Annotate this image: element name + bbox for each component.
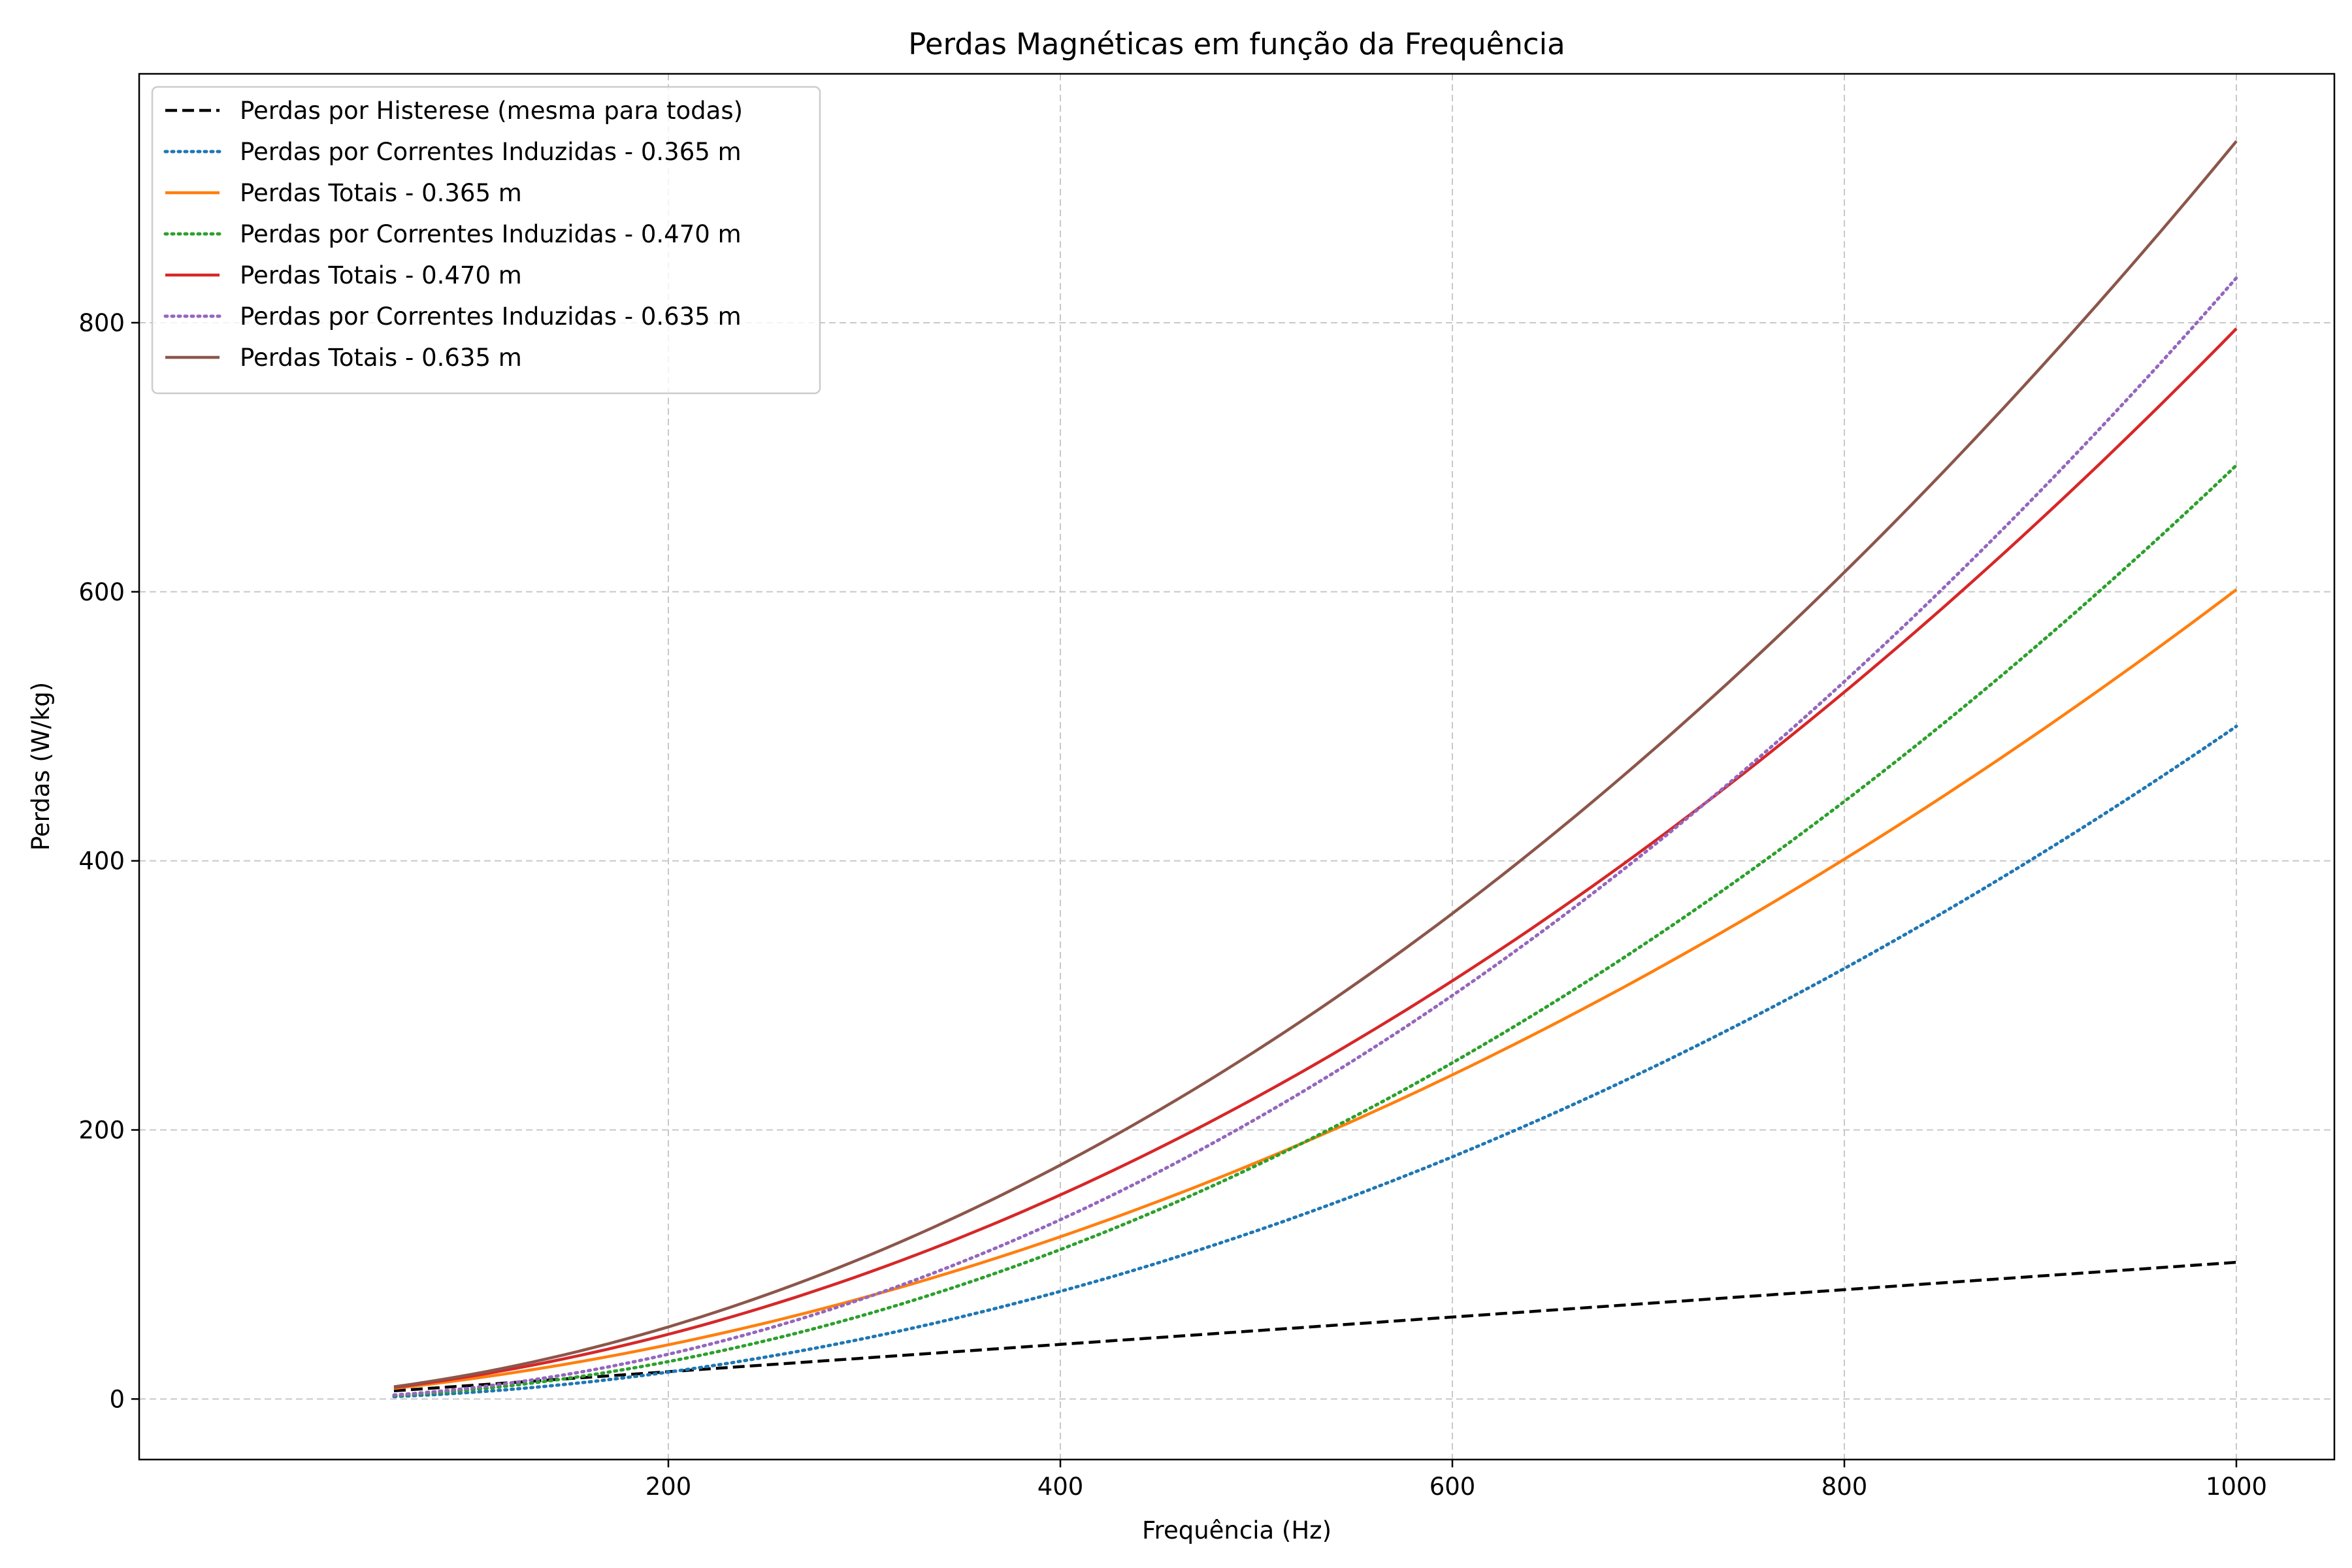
plot-lines xyxy=(392,140,2238,1399)
plot-frame xyxy=(138,73,2336,1461)
y-tick-label: 0 xyxy=(109,1385,125,1413)
x-tick-label: 800 xyxy=(1821,1473,1868,1501)
series-line-2 xyxy=(392,725,2238,1399)
x-tick-label: 1000 xyxy=(2206,1473,2267,1501)
legend-label-1: Perdas por Histerese (mesma para todas) xyxy=(240,97,743,125)
series-line-4 xyxy=(392,463,2238,1397)
legend: Perdas por Histerese (mesma para todas) P… xyxy=(151,86,821,395)
y-axis-label: Perdas (W/kg) xyxy=(27,682,55,851)
series-line-7 xyxy=(393,140,2238,1388)
x-axis-label: Frequência (Hz) xyxy=(1142,1516,1331,1544)
series-line-6 xyxy=(392,276,2238,1397)
y-tick-label: 400 xyxy=(78,847,125,875)
series-line-1 xyxy=(393,1260,2237,1393)
legend-label-7: Perdas Totais - 0.635 m xyxy=(240,344,522,372)
chart-title: Perdas Magnéticas em função da Frequênci… xyxy=(908,27,1565,61)
legend-label-5: Perdas Totais - 0.470 m xyxy=(240,261,522,289)
x-axis: 200 400 600 800 1000 xyxy=(645,1460,2267,1501)
x-tick-label: 400 xyxy=(1037,1473,1084,1501)
grid xyxy=(139,74,2334,1460)
legend-label-2: Perdas por Correntes Induzidas - 0.365 m xyxy=(240,138,742,166)
series-line-5 xyxy=(393,327,2238,1389)
legend-label-3: Perdas Totais - 0.365 m xyxy=(240,179,522,207)
y-tick-label: 200 xyxy=(78,1116,125,1144)
y-tick-label: 600 xyxy=(78,578,125,606)
y-tick-label: 800 xyxy=(78,309,125,337)
x-tick-label: 600 xyxy=(1429,1473,1476,1501)
legend-label-6: Perdas por Correntes Induzidas - 0.635 m xyxy=(240,302,742,331)
legend-box xyxy=(151,86,821,395)
x-tick-label: 200 xyxy=(645,1473,692,1501)
legend-label-4: Perdas por Correntes Induzidas - 0.470 m xyxy=(240,220,742,248)
y-axis: 0 200 400 600 800 xyxy=(78,309,139,1413)
